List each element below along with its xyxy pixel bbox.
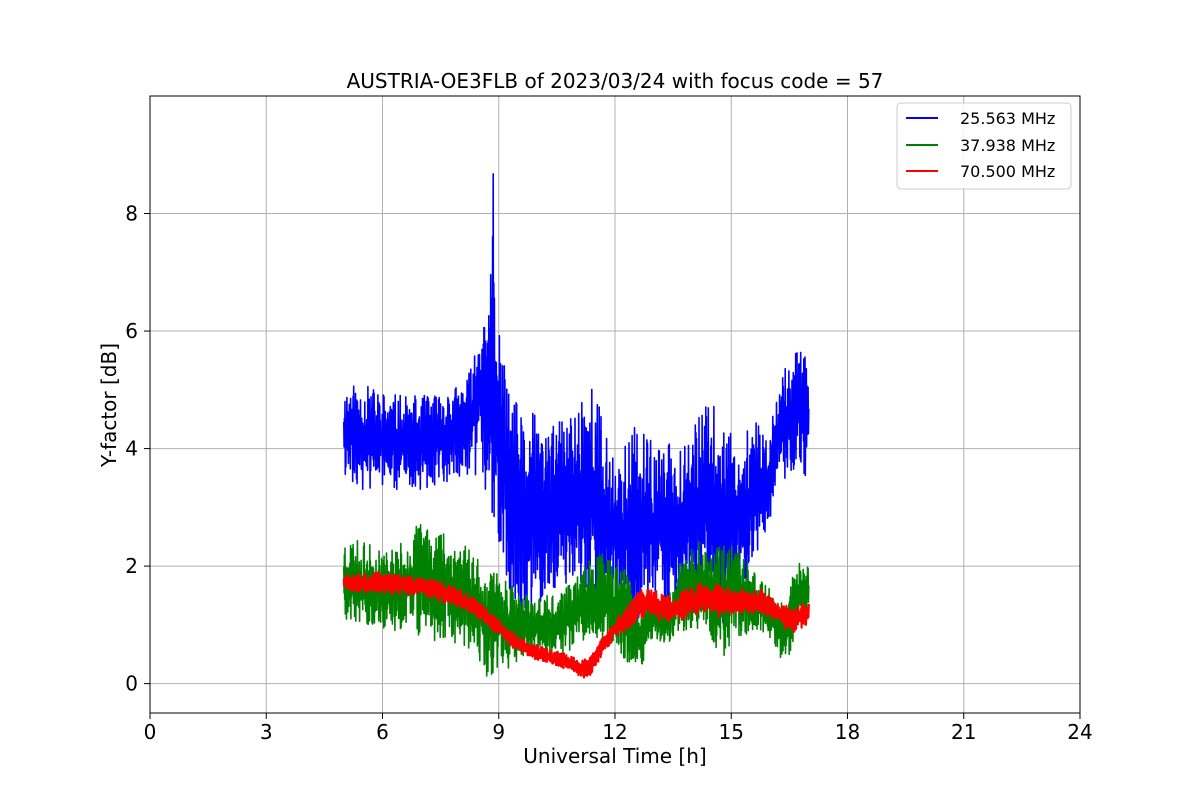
- x-tick-label: 3: [260, 720, 273, 744]
- y-tick-label: 0: [125, 672, 138, 696]
- y-tick-label: 4: [125, 437, 138, 461]
- x-tick-label: 18: [835, 720, 860, 744]
- x-tick-label: 6: [376, 720, 389, 744]
- y-tick-label: 8: [125, 202, 138, 226]
- series-line-25-563-mhz: [343, 173, 810, 630]
- x-tick-label: 9: [492, 720, 505, 744]
- series-line-70-500-mhz: [342, 571, 810, 679]
- legend-label-37-938: 37.938 MHz: [960, 136, 1055, 155]
- x-tick-label: 12: [602, 720, 627, 744]
- x-tick-label: 15: [719, 720, 744, 744]
- legend: 25.563 MHz 37.938 MHz 70.500 MHz: [896, 102, 1072, 190]
- y-tick-label: 2: [125, 554, 138, 578]
- x-axis-label: Universal Time [h]: [523, 744, 706, 768]
- chart-title: AUSTRIA-OE3FLB of 2023/03/24 with focus …: [347, 69, 884, 93]
- series-line-37-938-mhz: [343, 524, 810, 677]
- x-tick-label: 21: [951, 720, 976, 744]
- y-axis-label: Y-factor [dB]: [97, 343, 121, 468]
- legend-box: [896, 102, 1072, 190]
- legend-label-25-563: 25.563 MHz: [960, 109, 1055, 128]
- x-tick-label: 0: [144, 720, 157, 744]
- series-layer: [342, 173, 810, 679]
- x-tick-label: 24: [1067, 720, 1092, 744]
- y-tick-label: 6: [125, 319, 138, 343]
- legend-label-70-500: 70.500 MHz: [960, 162, 1055, 181]
